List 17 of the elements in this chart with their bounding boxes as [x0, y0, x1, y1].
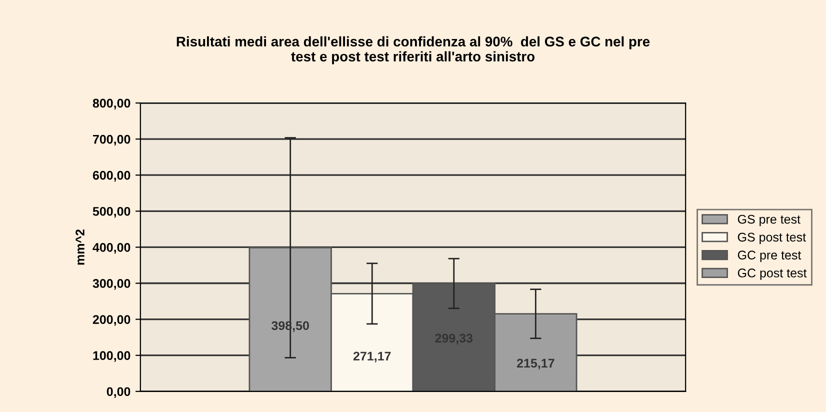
y-tick-label: 300,00 — [92, 279, 130, 290]
legend-label: GC post test — [738, 268, 807, 280]
y-tick-label: 200,00 — [92, 315, 130, 326]
y-axis-title: mm^2 — [76, 229, 84, 265]
legend-label: GC pre test — [738, 250, 802, 262]
y-tick-label: 700,00 — [93, 134, 130, 146]
y-tick-label: 500,00 — [92, 206, 130, 218]
y-tick-label: 800,00 — [92, 98, 130, 110]
data-label: 271,17 — [353, 352, 391, 362]
y-tick-label: 600,00 — [92, 170, 130, 182]
y-tick-label: 400,00 — [92, 243, 130, 254]
legend-label: GS post test — [738, 232, 806, 244]
legend-label: GS pre test — [738, 214, 800, 226]
data-label: 215,17 — [516, 358, 554, 370]
y-tick-label: 100,00 — [93, 351, 130, 362]
y-tick-label: 0,00 — [106, 387, 130, 398]
chart-title: Risultati medi area dell'ellisse di confidenza al 90% del GS e GC nel pre test e post test riferiti all'arto sinistro — [176, 36, 650, 64]
